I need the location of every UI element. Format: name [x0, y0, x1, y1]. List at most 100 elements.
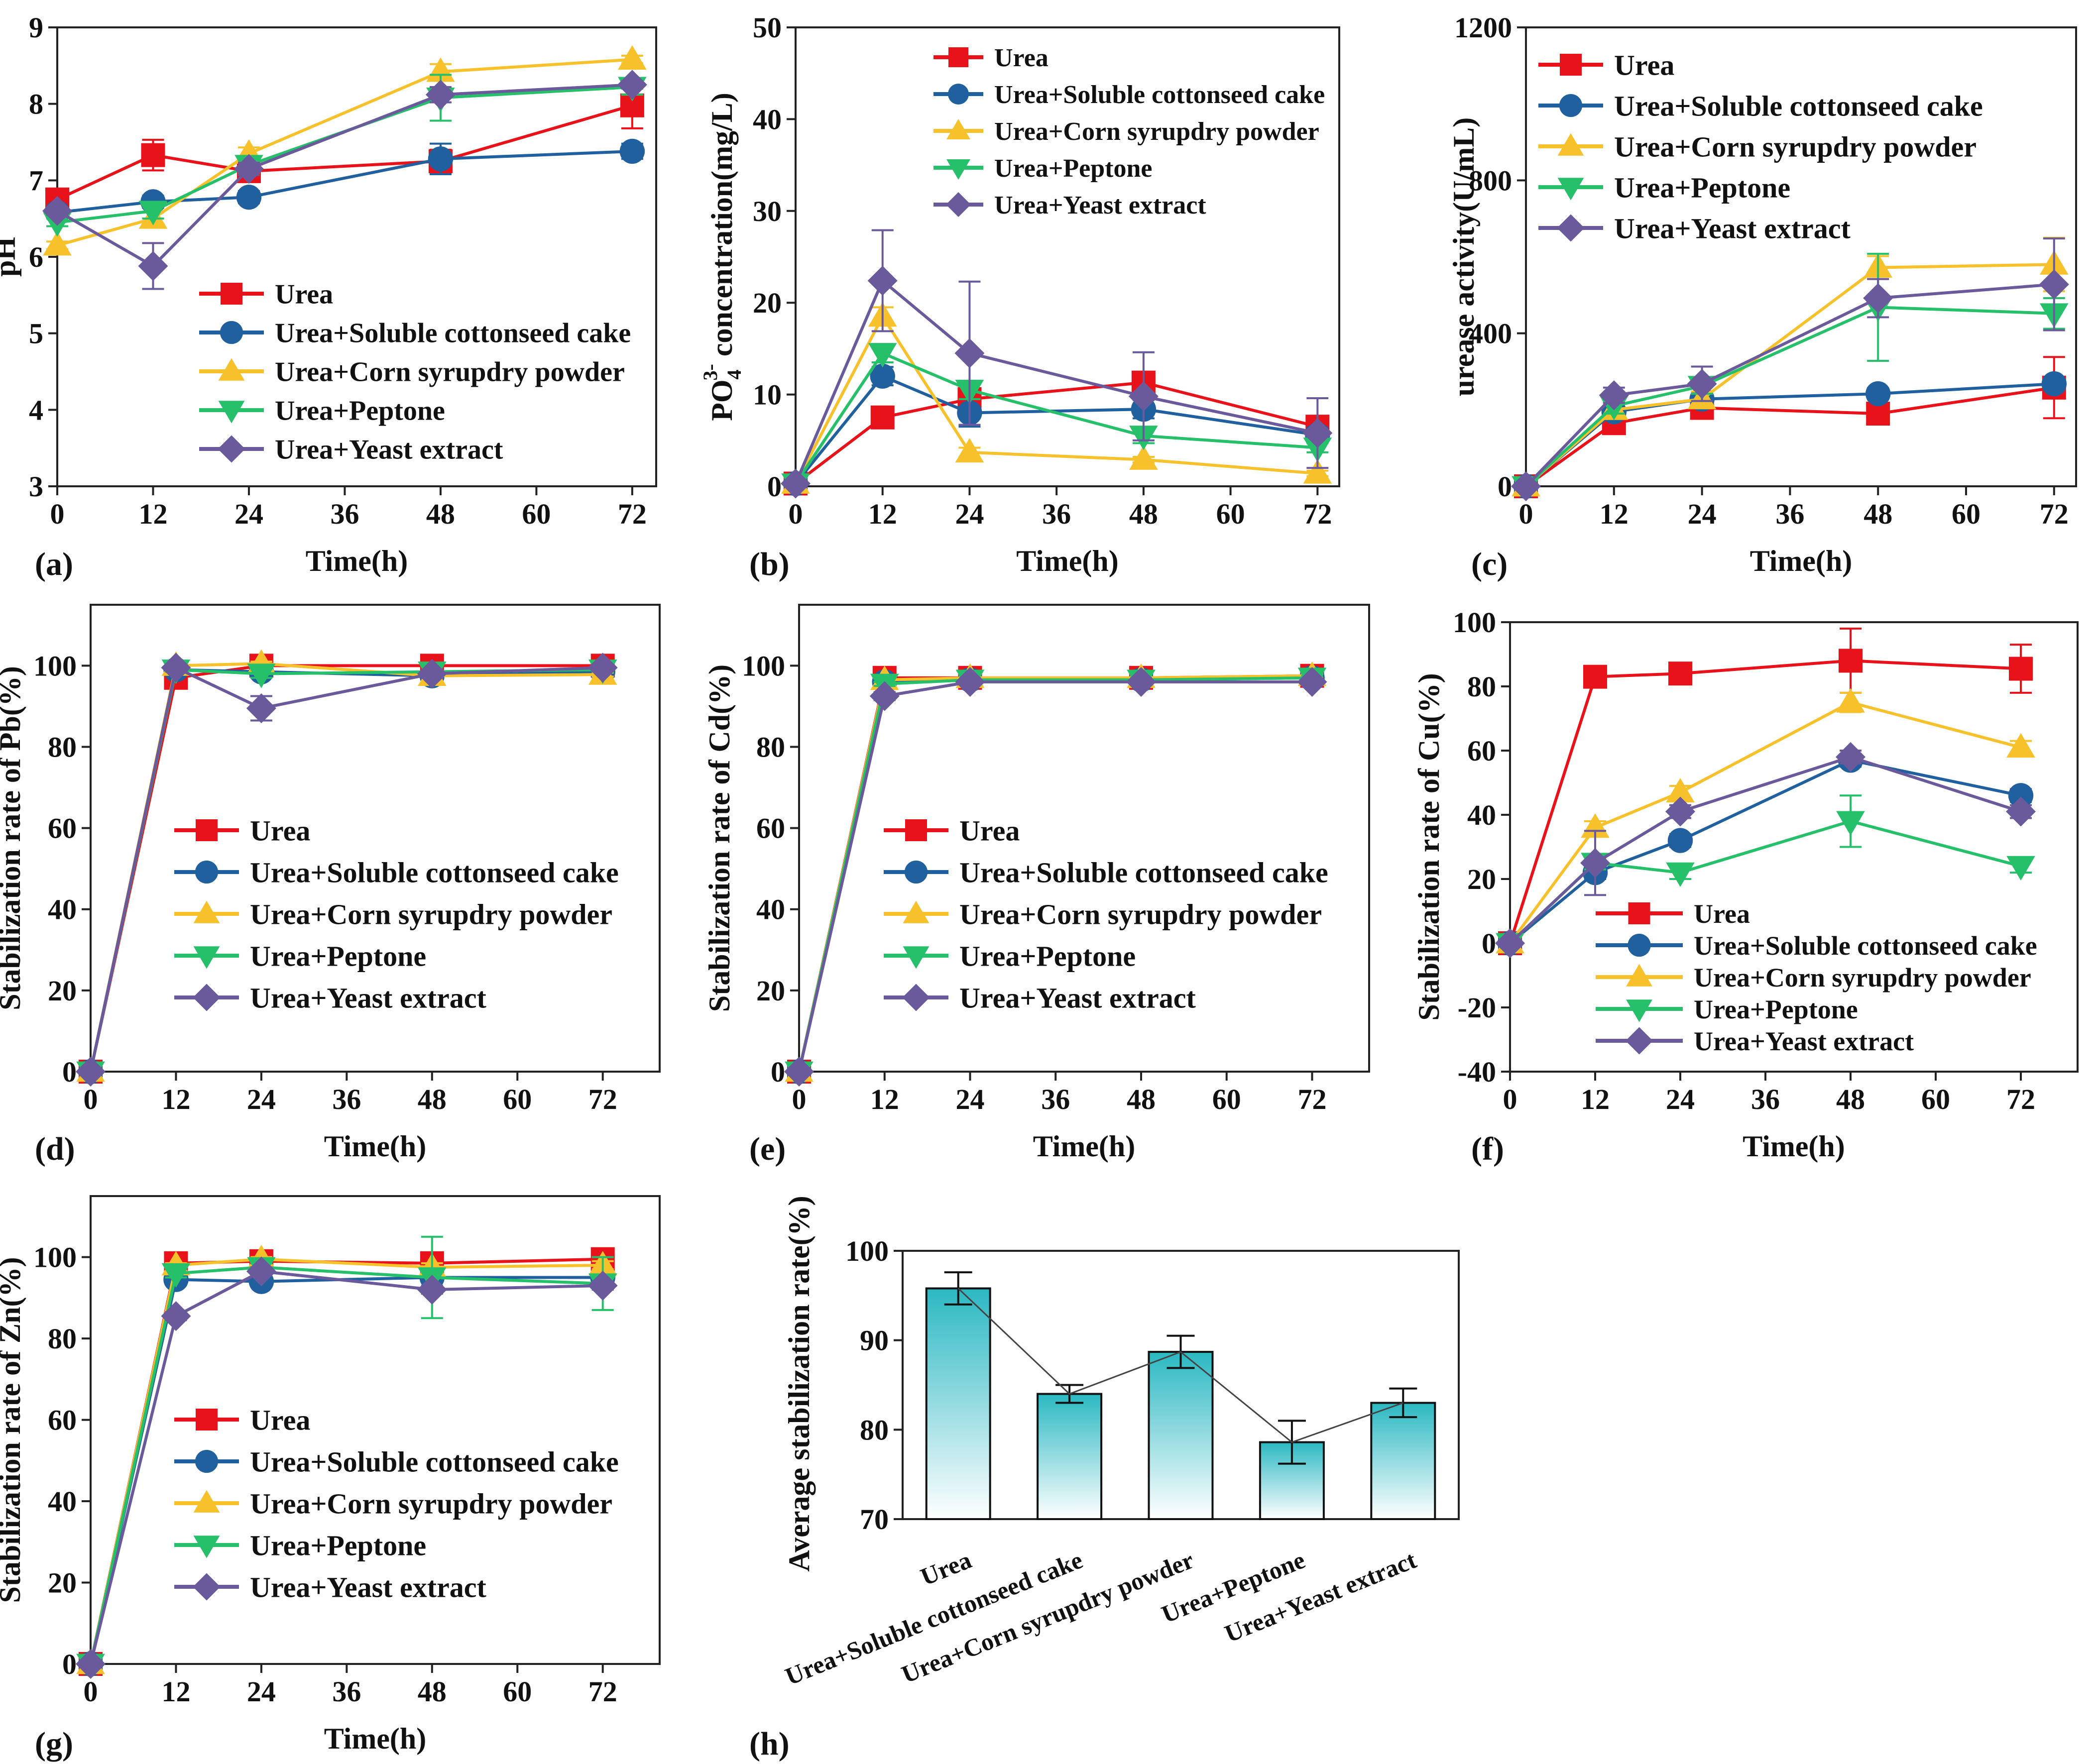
y-tick-label: -20	[1458, 992, 1496, 1024]
series-3	[1512, 236, 2069, 497]
legend-marker	[948, 47, 968, 67]
series-4	[781, 343, 1332, 498]
x-axis-label: Time(h)	[324, 1130, 427, 1163]
legend-marker	[948, 84, 969, 105]
y-tick-label: 60	[1467, 735, 1496, 767]
data-point	[867, 265, 898, 296]
x-tick-label: 48	[1836, 1083, 1865, 1115]
data-point	[1495, 928, 1525, 958]
x-axis-label: Time(h)	[324, 1722, 427, 1755]
y-tick-label: 4	[29, 394, 43, 426]
data-point	[868, 343, 897, 368]
x-tick-label: 12	[1581, 1083, 1610, 1115]
x-tick-label: 24	[247, 1675, 276, 1708]
y-tick-label: 7	[29, 164, 43, 197]
legend-marker	[946, 119, 970, 139]
data-point	[870, 405, 895, 430]
x-tick-label: 12	[161, 1675, 190, 1708]
data-point	[236, 184, 262, 210]
panel-label-h: (h)	[749, 1726, 790, 1762]
y-tick-label: 80	[48, 731, 77, 763]
legend-label: Urea+Soluble cottonseed cake	[959, 856, 1328, 888]
data-point	[138, 251, 168, 281]
mean-trend-line	[957, 1288, 1403, 1443]
data-point	[1511, 471, 1541, 501]
x-tick-label: 24	[234, 498, 263, 530]
x-tick-label: 48	[1127, 1083, 1156, 1115]
series-1	[45, 81, 644, 212]
data-point	[1665, 796, 1695, 827]
legend-label: Urea	[994, 44, 1048, 72]
x-tick-label: 48	[418, 1083, 447, 1115]
legend-marker	[903, 900, 930, 923]
series-line	[1524, 283, 2055, 488]
legend-label: Urea+Corn syrupdry powder	[1694, 963, 2031, 992]
legend-marker	[218, 401, 245, 424]
data-point	[161, 1263, 191, 1288]
legend-marker	[196, 1409, 218, 1431]
y-tick-label: 80	[48, 1323, 77, 1355]
x-tick-label: 72	[588, 1675, 617, 1708]
panel-label-g: (g)	[35, 1726, 73, 1762]
panel-label-b: (b)	[749, 546, 790, 582]
x-tick-label: 36	[332, 1675, 361, 1708]
legend-label: Urea+Corn syrupdry powder	[250, 1487, 612, 1520]
data-point	[2041, 371, 2067, 397]
data-point	[1599, 380, 1629, 411]
x-tick-label: 0	[84, 1675, 98, 1708]
data-point	[1666, 862, 1695, 887]
data-point	[955, 438, 984, 463]
y-tick-label: 100	[1453, 606, 1496, 639]
panel-a: (a)0 12 24 36 48 60 723456789Time(h)pHUreaUrea…	[0, 11, 657, 582]
x-tick-label: 0	[1519, 498, 1533, 530]
panel-label-a: (a)	[35, 546, 73, 582]
legend-label: Urea+Soluble cottonseed cake	[1694, 931, 2037, 961]
y-tick-label: 20	[48, 975, 77, 1007]
y-tick-label: 20	[756, 975, 785, 1007]
legend-marker	[193, 984, 221, 1011]
x-tick-label: 60	[1952, 498, 1980, 530]
legend-label: Urea+Soluble cottonseed cake	[250, 856, 619, 888]
y-tick-label: 40	[1467, 799, 1496, 831]
data-point	[619, 138, 645, 164]
x-tick-label: 36	[332, 1083, 361, 1115]
legend-marker	[193, 900, 220, 923]
data-point	[138, 201, 168, 225]
data-point	[1303, 459, 1332, 484]
x-tick-label: 36	[1751, 1083, 1780, 1115]
data-point	[2006, 796, 2036, 827]
y-tick-label: 80	[1467, 670, 1496, 703]
bar	[925, 1287, 991, 1520]
series-line	[1525, 263, 2054, 488]
y-axis-label: Stabilization rate of Cu(%)	[1412, 673, 1445, 1020]
x-tick-label: 12	[1600, 498, 1629, 530]
y-tick-label: 50	[753, 11, 782, 44]
legend-marker	[195, 860, 219, 884]
legend-label: Urea+Corn syrupdry powder	[275, 357, 625, 388]
data-point	[870, 363, 895, 389]
data-point	[1863, 283, 1893, 313]
data-point	[617, 70, 647, 100]
data-point	[2009, 657, 2033, 681]
y-tick-label: 6	[29, 241, 43, 273]
x-axis-label: Time(h)	[1750, 545, 1853, 577]
y-axis-label: Stabilization rate of Zn(%)	[0, 1257, 26, 1603]
panel-b: (b) 0 12 24 36 48 60 72 0 10 20 30 40 50 Time(h) PO43- …	[699, 11, 1340, 582]
legend-label: Urea+Peptone	[1614, 171, 1790, 204]
data-point	[1687, 369, 1717, 399]
x-axis-label: Time(h)	[306, 545, 408, 577]
y-tick-label: 8	[29, 88, 43, 120]
panel-label-f: (f)	[1471, 1131, 1504, 1167]
y-axis-label: Stabilization rate of Pb(%)	[0, 666, 26, 1010]
data-point	[587, 1270, 618, 1301]
data-point	[161, 1301, 191, 1331]
series-3	[43, 45, 647, 256]
plot-frame	[90, 1195, 661, 1665]
data-point	[1126, 666, 1156, 697]
legend-marker	[946, 192, 971, 217]
panel-label-d: (d)	[35, 1131, 75, 1167]
legend-marker	[905, 819, 927, 841]
y-tick-label: 90	[860, 1324, 889, 1357]
data-point	[76, 1649, 106, 1679]
